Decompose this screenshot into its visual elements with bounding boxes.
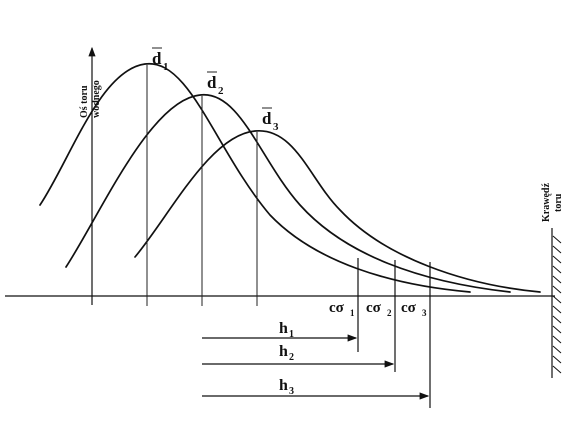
curve-label-2: d 2	[207, 71, 224, 97]
svg-text:h: h	[279, 320, 288, 337]
svg-text:d: d	[262, 109, 272, 128]
distance-label-3: h 3	[279, 377, 294, 397]
svg-text:cσ: cσ	[401, 300, 417, 316]
sigma-label-1: cσ 1	[329, 300, 355, 318]
svg-text:h: h	[279, 343, 288, 360]
channel-edge-hatching	[552, 235, 562, 374]
curve-label-1: d 1	[152, 47, 169, 73]
svg-text:3: 3	[422, 308, 427, 318]
svg-text:1: 1	[163, 61, 169, 73]
distance-label-2: h 2	[279, 343, 294, 363]
distribution-curve-3	[134, 130, 541, 293]
axis-label-line1: Oś toru	[79, 85, 90, 118]
axis-label-line2: wodnego	[91, 80, 102, 118]
svg-text:h: h	[279, 377, 288, 394]
distribution-curve-2	[65, 94, 511, 293]
sigma-label-2: cσ 2	[366, 300, 392, 318]
svg-text:3: 3	[289, 386, 294, 397]
svg-text:cσ: cσ	[366, 300, 382, 316]
svg-text:d: d	[207, 73, 217, 92]
distance-label-1: h 1	[279, 320, 294, 340]
svg-text:2: 2	[218, 85, 224, 97]
edge-label-line2: toru	[553, 193, 564, 212]
curve-label-3: d 3	[262, 107, 279, 133]
edge-label-line1: Krawędź	[541, 183, 552, 222]
svg-text:1: 1	[289, 329, 294, 340]
svg-text:3: 3	[273, 121, 279, 133]
svg-text:cσ: cσ	[329, 300, 345, 316]
svg-text:d: d	[152, 49, 162, 68]
svg-text:2: 2	[289, 352, 294, 363]
distribution-curve-1	[39, 63, 471, 293]
sigma-label-3: cσ 3	[401, 300, 427, 318]
svg-text:2: 2	[387, 308, 392, 318]
svg-text:1: 1	[350, 308, 355, 318]
